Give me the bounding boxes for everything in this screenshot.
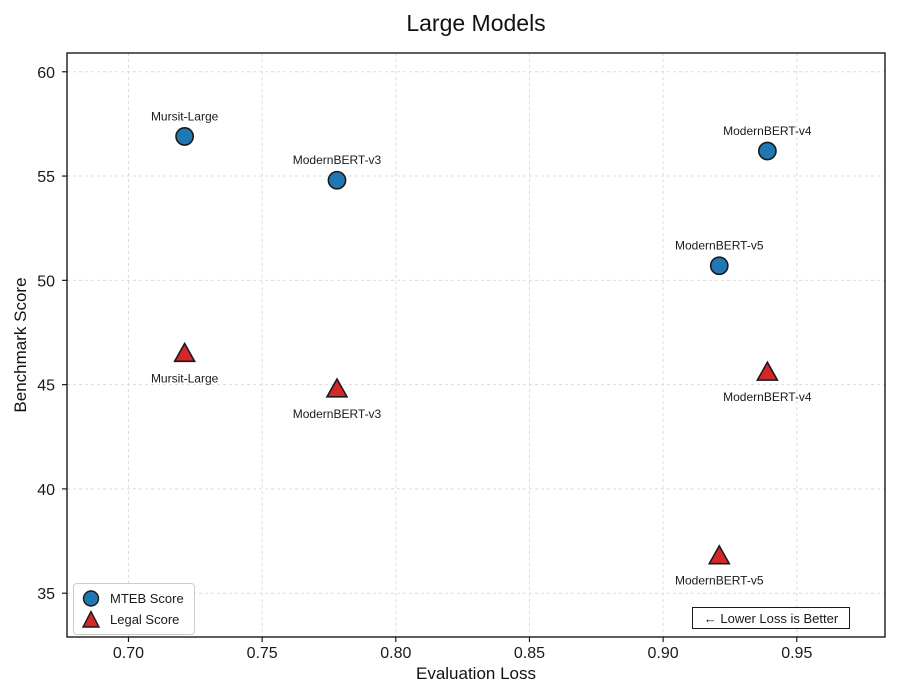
- data-point-label: Mursit-Large: [151, 371, 219, 385]
- data-point-label: ModernBERT-v5: [675, 574, 764, 588]
- data-point-label: ModernBERT-v3: [293, 407, 382, 421]
- y-tick-label: 60: [37, 65, 55, 82]
- y-tick-label: 40: [37, 482, 55, 499]
- data-point-circle: [327, 170, 347, 190]
- y-axis-label: Benchmark Score: [11, 277, 30, 413]
- data-point-circle: [757, 141, 777, 161]
- mteb-circle-icon: [82, 590, 100, 607]
- x-tick-label: 0.85: [514, 645, 545, 662]
- data-point-label: ModernBERT-v4: [723, 390, 812, 404]
- x-axis-label: Evaluation Loss: [415, 664, 537, 683]
- legend: MTEB Score Legal Score: [73, 583, 195, 635]
- data-point-label: ModernBERT-v3: [293, 153, 382, 167]
- plot-frame: [66, 52, 886, 638]
- y-tick-label: 45: [37, 378, 55, 395]
- legend-item-mteb: MTEB Score: [81, 589, 184, 608]
- x-tick-label: 0.75: [247, 645, 278, 662]
- data-point-triangle: [325, 377, 349, 398]
- data-point-triangle: [756, 360, 779, 381]
- x-tick-label: 0.80: [380, 645, 411, 662]
- y-tick-label: 50: [37, 273, 55, 290]
- data-point-triangle: [173, 341, 196, 363]
- data-point-label: Mursit-Large: [151, 109, 219, 123]
- annotation-lower-loss-text: ← Lower Loss is Better: [703, 610, 839, 626]
- y-tick-label: 35: [37, 586, 55, 603]
- data-point-circle: [175, 127, 195, 146]
- legend-item-legal: Legal Score: [81, 610, 184, 629]
- chart-title: Large Models: [406, 10, 546, 36]
- data-point-triangle: [707, 544, 731, 565]
- x-tick-label: 0.90: [648, 645, 679, 662]
- y-tick-label: 55: [37, 169, 55, 186]
- data-point-label: ModernBERT-v5: [675, 239, 764, 253]
- legend-label-mteb: MTEB Score: [110, 591, 184, 606]
- annotation-lower-loss-box: ← Lower Loss is Better: [692, 607, 850, 629]
- x-tick-label: 0.95: [781, 645, 812, 662]
- legend-label-legal: Legal Score: [110, 612, 180, 627]
- x-tick-label: 0.70: [113, 645, 144, 662]
- data-point-circle: [709, 256, 729, 276]
- data-point-label: ModernBERT-v4: [723, 124, 812, 138]
- legal-triangle-icon: [81, 610, 101, 628]
